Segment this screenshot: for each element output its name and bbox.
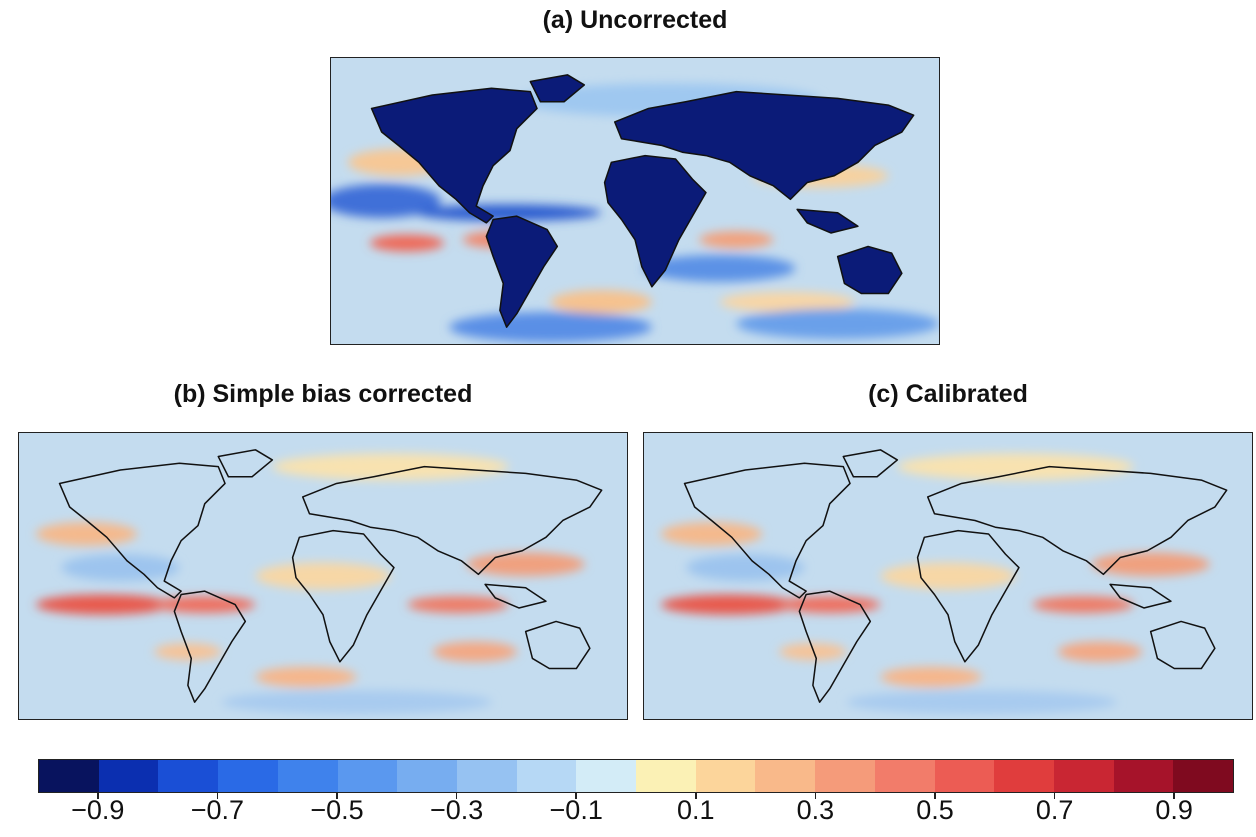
colorbar-tick-label: 0.7 (1035, 795, 1074, 825)
colorbar (38, 759, 1234, 793)
colorbar-tick-label: 0.1 (677, 795, 715, 825)
colorbar-bin (576, 760, 637, 792)
colorbar-tick-mark (97, 793, 99, 799)
world-map-calibrated (644, 433, 1252, 719)
colorbar-tick-label: −0.7 (190, 795, 245, 825)
colorbar-bin (755, 760, 816, 792)
colorbar-tick-mark (336, 793, 338, 799)
colorbar-tick-label: −0.5 (310, 795, 364, 825)
colorbar-tick-mark (934, 793, 936, 799)
coastlines (58, 449, 603, 703)
colorbar-tick-label: −0.9 (71, 795, 125, 825)
coastlines (683, 449, 1228, 703)
map-panel-simple-bias-corrected (18, 432, 628, 720)
colorbar-tick-mark (216, 793, 219, 799)
colorbar-bin (874, 760, 935, 792)
colorbar-bin (218, 760, 278, 792)
colorbar-bin (456, 760, 517, 792)
colorbar-tick-label: 0.5 (916, 795, 954, 825)
colorbar-tick-label: 0.9 (1155, 795, 1193, 825)
colorbar-bin (39, 760, 99, 792)
colorbar-bin (636, 760, 696, 792)
colorbar-tick-mark (814, 793, 817, 799)
panel-c-title: (c) Calibrated (868, 380, 1028, 408)
anomaly-field (660, 453, 1210, 714)
colorbar-ticks: −0.9 −0.7 −0.5 −0.3 −0.1 0.1 0.3 0.5 0.7 0.9 (38, 793, 1234, 837)
colorbar-bin (815, 760, 875, 792)
colorbar-bin (397, 760, 457, 792)
world-map-simple-bias-corrected (19, 433, 627, 719)
colorbar-tick-mark (695, 793, 697, 799)
colorbar-tick-label: 0.3 (796, 795, 835, 825)
colorbar-tick-mark (455, 793, 458, 799)
colorbar-bin (1053, 760, 1114, 792)
colorbar-tick-label: −0.1 (549, 795, 603, 825)
panel-b-title: (b) Simple bias corrected (173, 380, 473, 408)
colorbar-bin (98, 760, 159, 792)
world-map-uncorrected (331, 58, 939, 344)
colorbar-bin (934, 760, 995, 792)
panel-a-title: (a) Uncorrected (542, 6, 728, 34)
map-panel-uncorrected (330, 57, 940, 345)
colorbar-bin (1113, 760, 1174, 792)
map-panel-calibrated (643, 432, 1253, 720)
colorbar-bin (695, 760, 756, 792)
landmasses (370, 74, 915, 328)
colorbar-bin (516, 760, 577, 792)
colorbar-tick-mark (1173, 793, 1175, 799)
colorbar-bin (1173, 760, 1234, 792)
colorbar-bin (158, 760, 219, 792)
anomaly-field (35, 453, 585, 714)
colorbar-tick-mark (1053, 793, 1056, 799)
colorbar-tick-mark (575, 793, 577, 799)
colorbar-tick-label: −0.3 (429, 795, 484, 825)
colorbar-bin (337, 760, 398, 792)
colorbar-bin (994, 760, 1054, 792)
colorbar-bin (277, 760, 338, 792)
